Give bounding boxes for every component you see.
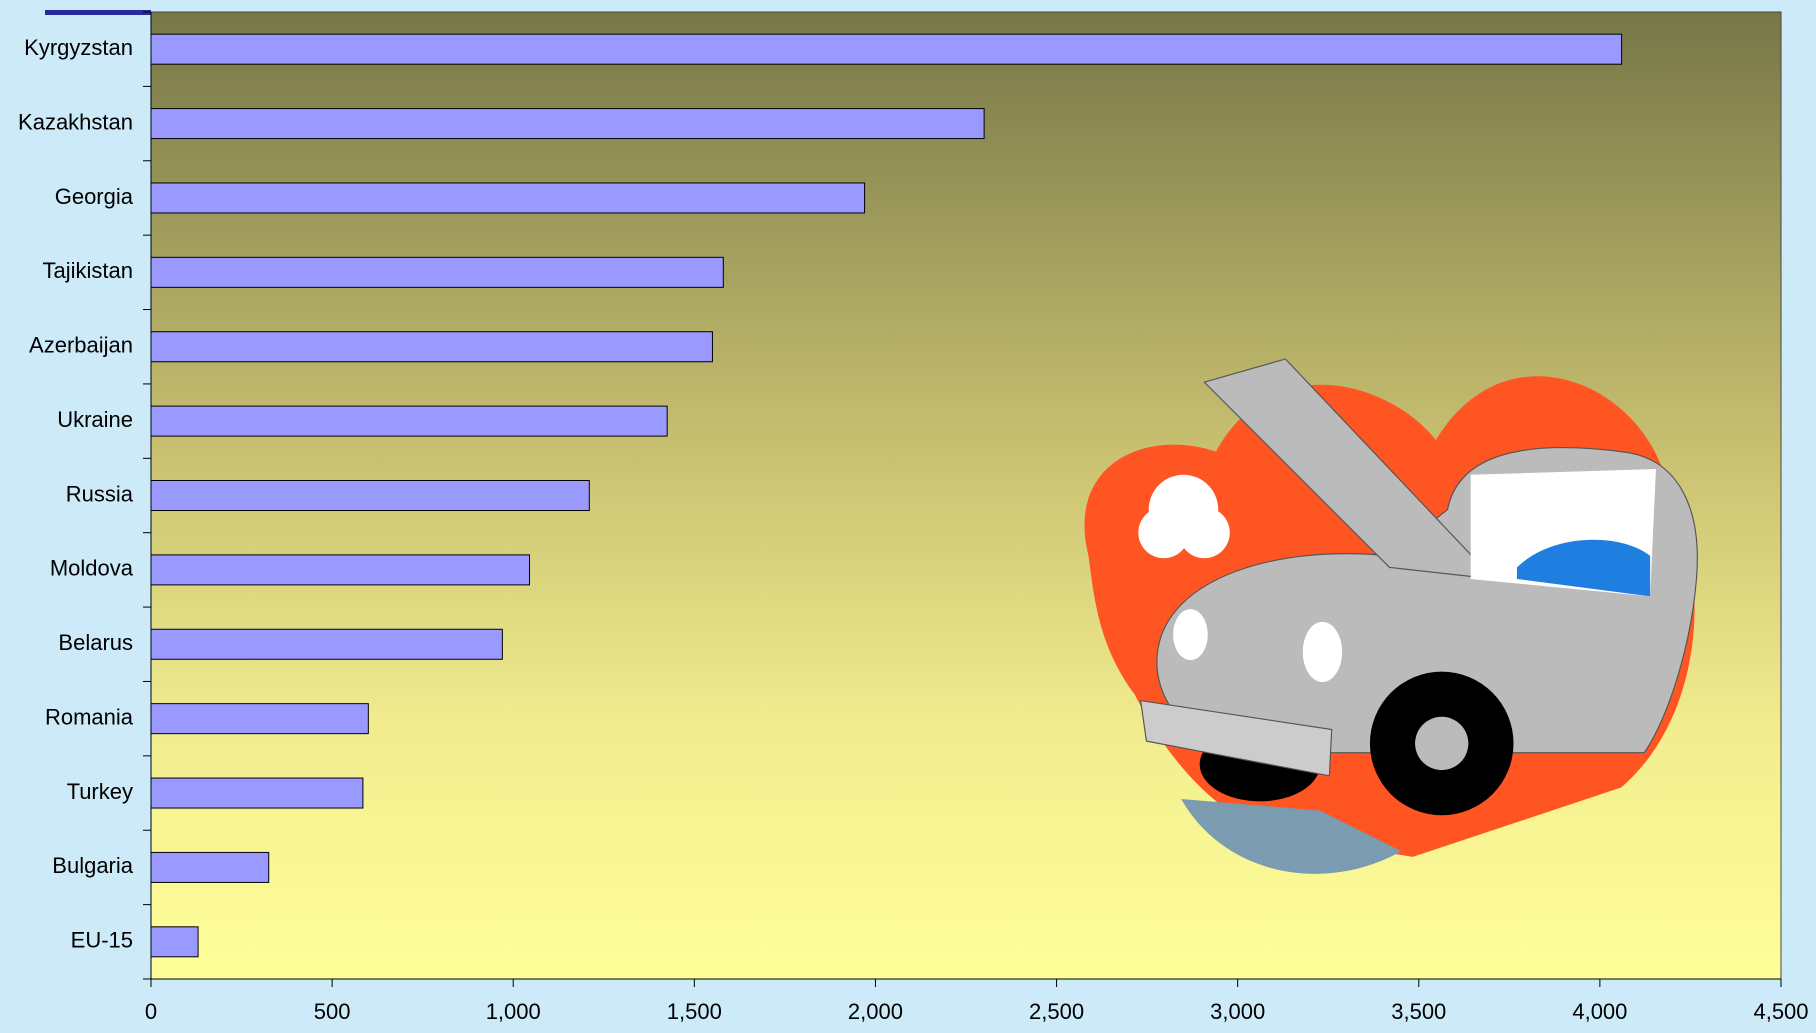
x-tick-label: 0 xyxy=(145,999,157,1024)
y-tick-label: Georgia xyxy=(55,184,134,209)
bar xyxy=(151,704,368,734)
y-tick-label: Ukraine xyxy=(57,407,133,432)
y-tick-label: Belarus xyxy=(58,630,133,655)
accent-line xyxy=(45,10,151,15)
bar xyxy=(151,555,530,585)
x-tick-label: 4,500 xyxy=(1753,999,1808,1024)
bar xyxy=(151,109,984,139)
x-tick-label: 1,500 xyxy=(667,999,722,1024)
bar xyxy=(151,927,198,957)
bar xyxy=(151,406,667,436)
x-tick-label: 3,000 xyxy=(1210,999,1265,1024)
bar xyxy=(151,629,502,659)
bar xyxy=(151,852,269,882)
bar xyxy=(151,481,589,511)
x-tick-label: 3,500 xyxy=(1391,999,1446,1024)
bar xyxy=(151,183,865,213)
y-tick-label: Moldova xyxy=(50,556,134,581)
y-tick-label: Romania xyxy=(45,704,134,729)
y-tick-label: Tajikistan xyxy=(43,258,133,283)
x-tick-label: 2,000 xyxy=(848,999,903,1024)
x-tick-label: 2,500 xyxy=(1029,999,1084,1024)
bar xyxy=(151,34,1622,64)
y-tick-label: EU-15 xyxy=(71,928,133,953)
page: {"chart_data": {"type": "bar", "orientat… xyxy=(0,0,1816,1028)
bar xyxy=(151,778,363,808)
y-tick-label: Russia xyxy=(66,481,134,506)
chart: 0 500 1,000 1,500 2,000 2,500 3,000 3,500 4,000 4… xyxy=(0,0,1816,1028)
x-tick-label: 1,000 xyxy=(486,999,541,1024)
x-tick-label: 4,000 xyxy=(1572,999,1627,1024)
y-tick-label: Kazakhstan xyxy=(18,109,133,134)
y-tick-label: Bulgaria xyxy=(52,853,133,878)
y-tick-label: Kyrgyzstan xyxy=(24,35,133,60)
bar xyxy=(151,257,723,287)
y-tick-label: Azerbaijan xyxy=(29,333,133,358)
bar xyxy=(151,332,712,362)
y-tick-label: Turkey xyxy=(67,779,133,804)
x-tick-label: 500 xyxy=(314,999,351,1024)
